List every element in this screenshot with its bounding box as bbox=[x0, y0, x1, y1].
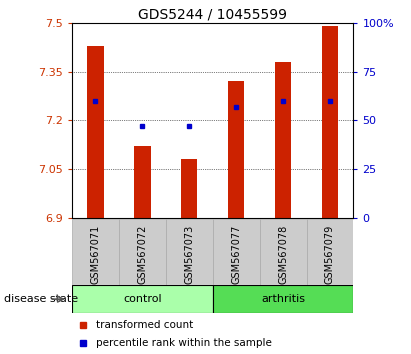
Bar bbox=[72, 219, 119, 285]
Bar bbox=[213, 285, 353, 313]
Text: arthritis: arthritis bbox=[261, 294, 305, 304]
Bar bbox=[181, 159, 197, 218]
Bar bbox=[119, 219, 166, 285]
Text: disease state: disease state bbox=[4, 294, 78, 304]
Bar bbox=[322, 26, 338, 218]
Text: GSM567071: GSM567071 bbox=[90, 225, 100, 284]
Bar bbox=[228, 81, 245, 218]
Title: GDS5244 / 10455599: GDS5244 / 10455599 bbox=[138, 8, 287, 22]
Text: percentile rank within the sample: percentile rank within the sample bbox=[96, 338, 272, 348]
Bar bbox=[260, 219, 307, 285]
Text: GSM567072: GSM567072 bbox=[137, 225, 147, 284]
Text: GSM567078: GSM567078 bbox=[278, 225, 288, 284]
Bar bbox=[213, 219, 260, 285]
Text: GSM567073: GSM567073 bbox=[184, 225, 194, 284]
Bar bbox=[72, 285, 213, 313]
Bar bbox=[307, 219, 353, 285]
Bar bbox=[275, 62, 291, 218]
Text: control: control bbox=[123, 294, 162, 304]
Bar bbox=[87, 46, 104, 218]
Text: GSM567079: GSM567079 bbox=[325, 225, 335, 284]
Bar bbox=[166, 219, 213, 285]
Text: GSM567077: GSM567077 bbox=[231, 225, 241, 284]
Text: transformed count: transformed count bbox=[96, 320, 193, 330]
Bar bbox=[134, 146, 150, 218]
